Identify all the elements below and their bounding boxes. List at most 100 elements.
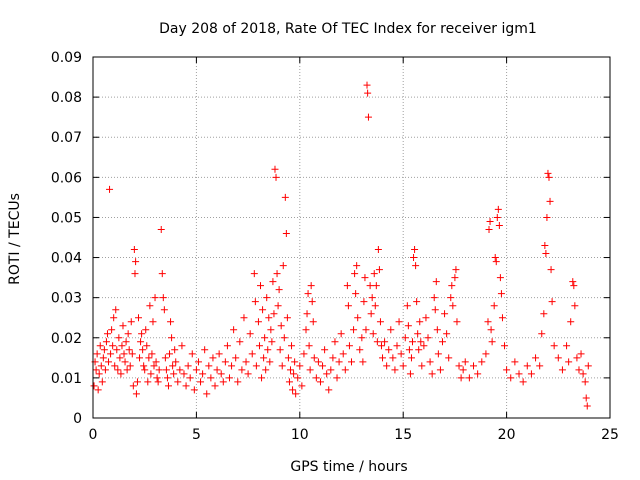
data-point <box>285 378 293 386</box>
data-point <box>98 378 106 386</box>
data-point <box>176 366 184 374</box>
data-point <box>381 338 389 346</box>
data-point <box>107 350 115 358</box>
data-point <box>125 346 133 354</box>
data-point <box>492 258 500 266</box>
data-point <box>491 254 499 262</box>
data-point <box>497 290 505 298</box>
data-point <box>543 213 551 221</box>
data-point <box>264 346 272 354</box>
data-point <box>274 302 282 310</box>
data-point <box>164 382 172 390</box>
data-point <box>583 402 591 410</box>
data-point <box>103 330 111 338</box>
data-point <box>268 338 276 346</box>
data-point <box>538 330 546 338</box>
data-point <box>166 350 174 358</box>
data-point <box>395 318 403 326</box>
data-point <box>484 318 492 326</box>
data-point <box>280 334 288 342</box>
data-point <box>154 378 162 386</box>
data-point <box>257 282 265 290</box>
data-point <box>109 342 117 350</box>
data-point <box>482 350 490 358</box>
data-point <box>290 370 298 378</box>
data-point <box>348 358 355 366</box>
data-point <box>409 338 417 346</box>
data-point <box>375 266 383 274</box>
data-point <box>391 366 399 374</box>
data-point <box>438 338 446 346</box>
data-point <box>172 358 180 366</box>
data-point <box>145 354 153 362</box>
data-point <box>519 378 527 386</box>
x-axis-label: GPS time / hours <box>290 459 407 475</box>
data-point <box>133 378 141 386</box>
data-point <box>323 370 331 378</box>
y-tick-label: 0.01 <box>51 371 82 387</box>
data-point <box>493 213 501 221</box>
data-point <box>232 354 240 362</box>
axis-ticks: 0 5 10 15 20 25 0 0.01 0.02 0.03 0.04 0.05 0.06 0.07 0… <box>51 50 619 443</box>
data-point <box>110 314 118 322</box>
data-point <box>258 374 266 382</box>
data-point <box>441 310 449 318</box>
data-point <box>459 366 467 374</box>
data-point <box>424 334 432 342</box>
data-point <box>486 217 494 225</box>
data-point <box>151 294 159 302</box>
data-point <box>130 246 138 254</box>
data-point <box>371 302 379 310</box>
data-point <box>540 310 548 318</box>
data-point <box>532 354 540 362</box>
data-point <box>356 346 364 354</box>
data-point <box>262 366 270 374</box>
data-point <box>95 370 103 378</box>
data-point <box>225 374 233 382</box>
data-point <box>158 270 166 278</box>
data-point <box>470 362 478 370</box>
data-point <box>399 362 407 370</box>
data-point <box>197 378 205 386</box>
data-point <box>259 306 267 314</box>
data-point <box>407 354 415 362</box>
data-point <box>134 314 142 322</box>
data-point <box>404 322 412 330</box>
data-point <box>155 366 163 374</box>
data-point <box>140 362 148 370</box>
data-point <box>118 342 126 350</box>
y-tick-label: 0.08 <box>51 90 82 106</box>
x-tick-label: 5 <box>192 427 201 443</box>
y-tick-label: 0.06 <box>51 170 82 186</box>
data-point <box>211 382 219 390</box>
data-point <box>433 326 441 334</box>
data-point <box>97 362 105 370</box>
data-point <box>436 366 444 374</box>
data-point <box>308 298 316 306</box>
data-point <box>452 266 460 274</box>
data-point <box>304 290 312 298</box>
data-point <box>263 294 271 302</box>
data-point <box>570 282 578 290</box>
data-point <box>248 350 256 358</box>
y-tick-label: 0.03 <box>51 291 82 307</box>
data-point <box>300 350 308 358</box>
data-point <box>105 358 113 366</box>
data-point <box>150 362 158 370</box>
data-point <box>255 342 263 350</box>
data-point <box>254 318 262 326</box>
data-point <box>236 338 244 346</box>
data-point <box>385 346 393 354</box>
data-point <box>410 254 418 262</box>
data-point <box>114 366 122 374</box>
data-point <box>116 354 124 362</box>
data-point <box>397 350 405 358</box>
data-point <box>426 358 434 366</box>
data-point <box>157 225 165 233</box>
data-point <box>132 390 140 398</box>
data-point <box>422 314 430 322</box>
data-point <box>368 294 376 302</box>
data-point <box>316 378 324 386</box>
data-point <box>99 354 107 362</box>
data-point <box>168 334 176 342</box>
